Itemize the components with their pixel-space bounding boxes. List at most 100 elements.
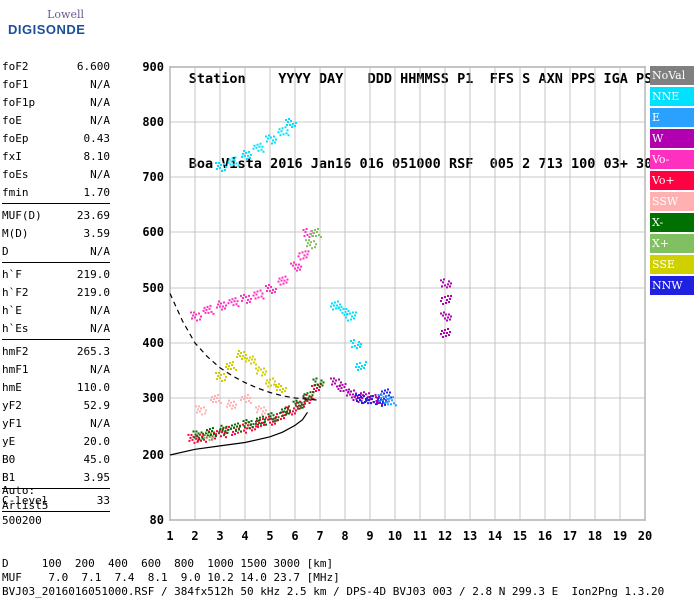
param-row: yF2 52.9 xyxy=(2,397,110,415)
param-value: 219.0 xyxy=(76,286,110,299)
y-tick-label: 80 xyxy=(150,513,164,527)
y-tick-label: 500 xyxy=(142,281,164,295)
x-tick-label: 5 xyxy=(266,529,273,543)
data-point xyxy=(240,394,252,404)
data-point xyxy=(312,377,325,388)
param-key: yF1 xyxy=(2,417,22,430)
data-point xyxy=(275,383,287,393)
x-tick-label: 15 xyxy=(513,529,527,543)
param-value: 3.59 xyxy=(83,227,111,240)
param-row: hmF2 265.3 xyxy=(2,343,110,361)
y-tick-label: 600 xyxy=(142,225,164,239)
param-row: B1 3.95 xyxy=(2,469,110,487)
parameter-group-virtual-heights: h`F 219.0 h`F2 219.0 h`E N/A h`Es N/A xyxy=(2,266,110,340)
header-labels-row: Station YYYY DAY DDD HHMMSS P1 FFS S AXN… xyxy=(140,54,653,105)
legend-item: NNE xyxy=(650,87,694,106)
label-yyyy: YYYY xyxy=(278,71,311,87)
data-point xyxy=(245,355,257,366)
x-tick-label: 8 xyxy=(341,529,348,543)
legend-item: X+ xyxy=(650,234,694,253)
param-key: B0 xyxy=(2,453,16,466)
chart-axes: 1 2 3 4 5 6 7 8 9 10 11 12 13 14 15 16 17 18 19 20802003004… xyxy=(142,60,652,543)
data-point xyxy=(292,399,305,410)
param-row: fmin 1.70 xyxy=(2,184,110,202)
data-point xyxy=(255,405,267,416)
data-point xyxy=(255,415,267,426)
param-value: N/A xyxy=(90,322,110,335)
value-day: Jan16 xyxy=(310,156,352,172)
param-row: B0 45.0 xyxy=(2,451,110,469)
data-point xyxy=(230,422,242,433)
data-point xyxy=(290,261,302,272)
auto-label: Auto: xyxy=(2,484,36,497)
data-point xyxy=(440,328,451,338)
param-value: N/A xyxy=(90,168,110,181)
label-station: Station xyxy=(188,71,246,87)
legend-item: Vo+ xyxy=(650,171,694,190)
label-hhmmss: HHMMSS xyxy=(400,71,449,87)
parameter-group-confidence: C-level 33 xyxy=(2,492,110,512)
data-point xyxy=(226,399,237,410)
param-separator xyxy=(2,339,110,340)
data-point xyxy=(195,405,207,416)
value-p1: RSF xyxy=(448,156,474,172)
data-point xyxy=(285,405,297,416)
value-yyyy: 2016 xyxy=(270,156,303,172)
param-key: C-level xyxy=(2,494,49,507)
x-tick-label: 13 xyxy=(463,529,477,543)
x-tick-label: 3 xyxy=(216,529,223,543)
legend-item: W xyxy=(650,129,694,148)
param-row: D N/A xyxy=(2,243,110,261)
data-point xyxy=(215,162,227,172)
param-key: fxI xyxy=(2,150,22,163)
param-key: D xyxy=(2,245,9,258)
param-row: foEs N/A xyxy=(2,166,110,184)
x-tick-label: 17 xyxy=(563,529,577,543)
data-point xyxy=(285,118,297,128)
data-point xyxy=(216,300,227,311)
data-point xyxy=(190,311,202,322)
param-key: h`E xyxy=(2,304,22,317)
footer-distance-row: D 100 200 400 600 800 1000 1500 3000 [km… xyxy=(2,557,334,570)
data-point xyxy=(210,394,222,404)
legend-item: NNW xyxy=(650,276,694,295)
x-tick-label: 12 xyxy=(438,529,452,543)
param-row: foE N/A xyxy=(2,112,110,130)
param-row: hmF1 N/A xyxy=(2,361,110,379)
data-point xyxy=(265,134,277,145)
y-tick-label: 200 xyxy=(142,448,164,462)
value-ffs: 005 xyxy=(489,156,515,172)
data-point xyxy=(310,228,322,238)
param-separator xyxy=(2,203,110,204)
data-point xyxy=(277,126,290,137)
label-p1: P1 xyxy=(457,71,474,87)
station-header: Station YYYY DAY DDD HHMMSS P1 FFS S AXN… xyxy=(140,20,653,224)
value-ps: 30 xyxy=(636,156,653,172)
param-key: fmin xyxy=(2,186,29,199)
data-point xyxy=(245,421,257,432)
label-s: S xyxy=(522,71,531,87)
param-row: h`Es N/A xyxy=(2,320,110,338)
data-point xyxy=(440,295,452,305)
legend-item: E xyxy=(650,108,694,127)
logo-line2: DIGISONDE xyxy=(8,22,86,37)
param-value: 6.600 xyxy=(76,60,110,73)
param-value: 3.95 xyxy=(83,471,111,484)
value-s: 2 xyxy=(522,156,531,172)
label-ffs: FFS xyxy=(489,71,515,87)
profile-curves xyxy=(169,293,321,456)
muf-dashed-curve xyxy=(169,293,321,401)
value-hhmmss: 051000 xyxy=(392,156,441,172)
data-point xyxy=(297,250,310,261)
param-row: h`E N/A xyxy=(2,302,110,320)
param-value: N/A xyxy=(90,114,110,127)
data-point xyxy=(215,428,227,439)
param-row: h`F 219.0 xyxy=(2,266,110,284)
param-key: foEs xyxy=(2,168,29,181)
x-tick-label: 6 xyxy=(291,529,298,543)
plot-frame xyxy=(169,66,646,521)
data-point xyxy=(227,156,240,167)
param-key: foF1 xyxy=(2,78,29,91)
label-day: DAY xyxy=(318,71,344,87)
